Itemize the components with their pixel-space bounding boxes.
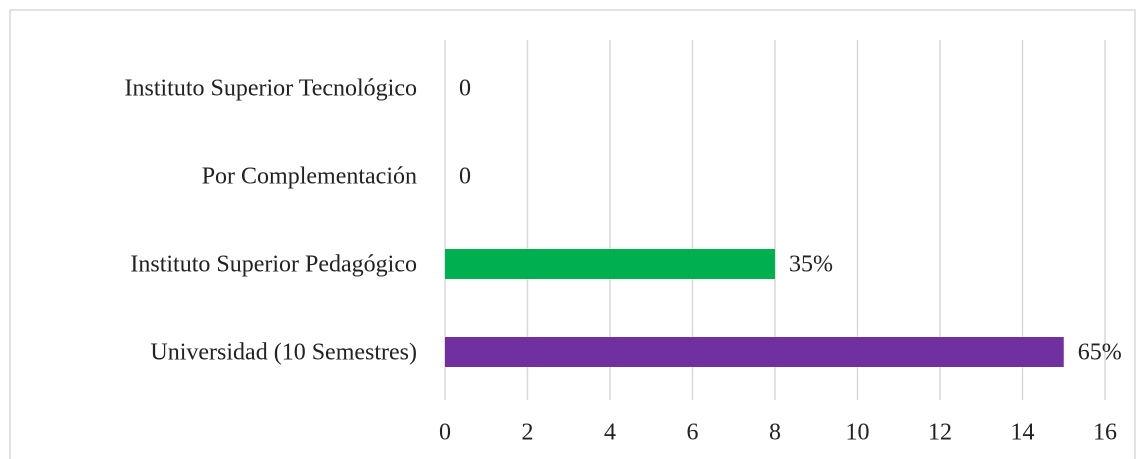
x-tick-label: 12	[928, 420, 952, 446]
x-tick-label: 10	[846, 420, 870, 446]
bar	[445, 337, 1064, 367]
y-tick-label: Instituto Superior Tecnológico	[125, 76, 418, 102]
chart-border	[9, 9, 1136, 459]
y-tick-label: Universidad (10 Semestres)	[150, 340, 417, 366]
data-label: 0	[459, 76, 471, 102]
data-label: 0	[459, 164, 471, 190]
x-tick-label: 14	[1011, 420, 1035, 446]
x-tick-label: 16	[1093, 420, 1117, 446]
x-tick-label: 8	[769, 420, 781, 446]
x-tick-label: 2	[522, 420, 534, 446]
data-label: 35%	[789, 252, 833, 278]
y-tick-label: Por Complementación	[202, 164, 417, 190]
x-tick-label: 0	[439, 420, 451, 446]
x-tick-label: 4	[604, 420, 616, 446]
x-tick-label: 6	[687, 420, 699, 446]
bar	[445, 249, 775, 279]
data-label: 65%	[1078, 340, 1122, 366]
y-tick-label: Instituto Superior Pedagógico	[130, 252, 417, 278]
